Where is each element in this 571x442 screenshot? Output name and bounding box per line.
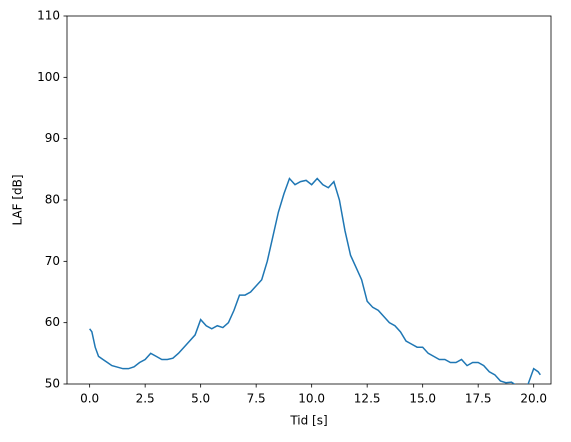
x-tick-label: 15.0 bbox=[409, 392, 436, 406]
x-tick-label: 10.0 bbox=[298, 392, 325, 406]
y-tick-label: 100 bbox=[37, 70, 60, 84]
x-tick-label: 7.5 bbox=[247, 392, 266, 406]
y-tick-label: 90 bbox=[45, 131, 60, 145]
x-tick-label: 5.0 bbox=[191, 392, 210, 406]
axes-frame bbox=[66, 15, 552, 385]
x-tick-label: 12.5 bbox=[354, 392, 381, 406]
y-axis-label: LAF [dB] bbox=[11, 174, 25, 225]
y-tick-label: 80 bbox=[45, 193, 60, 207]
x-tick-label: 17.5 bbox=[465, 392, 492, 406]
y-tick-label: 60 bbox=[45, 315, 60, 329]
data-line bbox=[89, 177, 541, 384]
x-tick-label: 20.0 bbox=[520, 392, 547, 406]
y-tick-label: 70 bbox=[45, 254, 60, 268]
y-tick-label: 110 bbox=[37, 9, 60, 23]
y-tick-label: 50 bbox=[45, 377, 60, 391]
x-tick-label: 0.0 bbox=[80, 392, 99, 406]
x-tick-label: 2.5 bbox=[136, 392, 155, 406]
x-axis-label: Tid [s] bbox=[289, 414, 327, 428]
